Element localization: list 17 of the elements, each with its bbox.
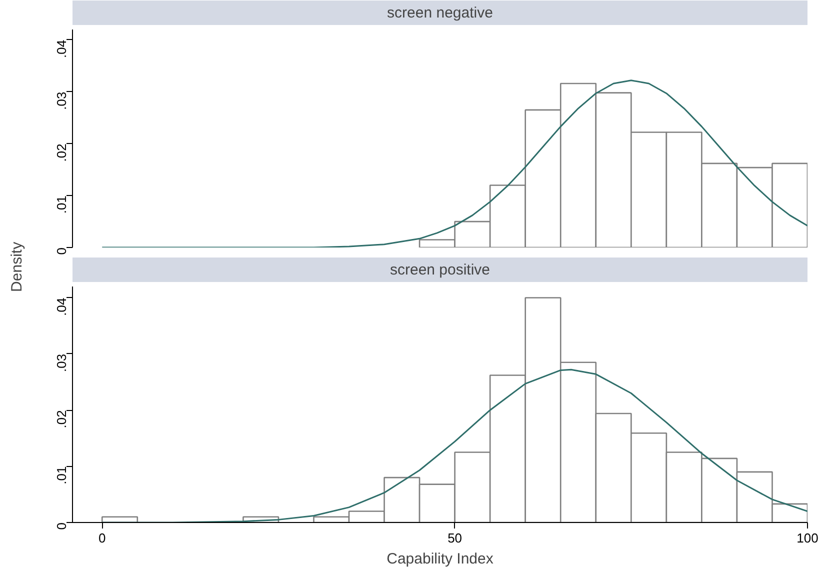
x-tick-label: 0 xyxy=(98,530,106,546)
y-tick-label: .03 xyxy=(54,354,69,372)
x-tick-label: 100 xyxy=(796,530,818,546)
y-tick-label: 0 xyxy=(54,247,69,255)
x-tick-label: 50 xyxy=(448,530,462,546)
y-tick-label: .01 xyxy=(54,466,69,484)
y-tick-label: .04 xyxy=(54,40,69,58)
y-tick-label: .04 xyxy=(54,298,69,316)
y-tick-label: .01 xyxy=(54,196,69,214)
y-tick-label: .02 xyxy=(54,144,69,162)
y-tick-label: 0 xyxy=(54,522,69,530)
chart-title: screen positive xyxy=(390,262,490,278)
y-tick-label: .02 xyxy=(54,410,69,428)
x-axis-title: Capability Index xyxy=(386,550,494,568)
chart-title: screen negative xyxy=(387,4,493,22)
y-axis-title: Density xyxy=(8,241,26,292)
y-tick-label: .03 xyxy=(54,92,69,110)
